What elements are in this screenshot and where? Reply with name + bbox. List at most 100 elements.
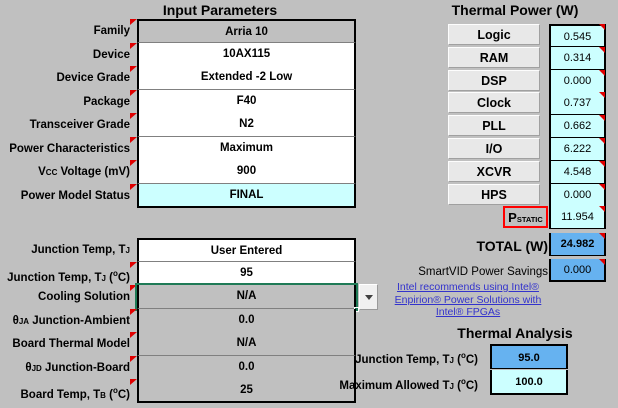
thermal-power-button[interactable]: PLL (448, 115, 540, 137)
input-row: Transceiver Grade N2 (0, 113, 360, 137)
thermal-power-button[interactable]: HPS (448, 183, 540, 205)
comment-marker-icon (130, 355, 137, 362)
comment-marker-icon (130, 160, 137, 166)
smartvid-label: SmartVID Power Savings (418, 266, 548, 278)
input-row-label: Family (93, 25, 130, 37)
page-title-thermal-analysis: Thermal Analysis (457, 325, 573, 341)
input-row-value[interactable]: 0.0 (137, 355, 356, 380)
comment-marker-icon (599, 206, 605, 212)
input-row: VCC Voltage (mV) 900 (0, 160, 360, 184)
input-row: Power Model Status FINAL (0, 183, 360, 208)
thermal-power-button[interactable]: Clock (448, 92, 540, 114)
thermal-analysis-value[interactable]: 100.0 (490, 370, 568, 395)
input-row-label: Power Model Status (20, 189, 130, 202)
total-label: TOTAL (W) (476, 238, 548, 254)
comment-marker-icon (130, 183, 137, 190)
comment-marker-icon (599, 183, 605, 190)
comment-marker-icon (130, 308, 137, 315)
input-row-value[interactable]: FINAL (137, 183, 356, 208)
input-row-value[interactable]: F40 (137, 89, 356, 114)
pstatic-value[interactable]: 11.954 (549, 206, 606, 229)
comment-marker-icon (130, 19, 137, 25)
thermal-power-value[interactable]: 0.000 (549, 69, 606, 93)
input-row-value[interactable]: 25 (137, 379, 356, 403)
comment-marker-icon (130, 42, 137, 49)
input-row: Power Characteristics Maximum (0, 136, 360, 161)
input-row-label: Cooling Solution (38, 291, 130, 303)
comment-marker-icon (599, 138, 605, 144)
thermal-power-button[interactable]: I/O (448, 138, 540, 159)
thermal-analysis-label: Maximum Allowed TJ (oC) (339, 377, 478, 392)
input-row: Device 10AX115 (0, 42, 360, 67)
input-row-label: Device Grade (56, 72, 130, 84)
thermal-power-value[interactable]: 0.662 (549, 115, 606, 139)
comment-marker-icon (599, 92, 605, 99)
comment-marker-icon (599, 69, 605, 76)
input-row-value[interactable]: 0.0 (137, 308, 356, 333)
input-row-label: θJD Junction-Board (25, 361, 130, 374)
enpirion-power-solutions-link[interactable]: Intel recommends using Intel® Enpirion® … (372, 281, 564, 319)
pstatic-label: PSTATIC (503, 206, 548, 228)
input-row: Junction Temp, TJ (oC) 95 (0, 261, 360, 286)
input-row-value[interactable]: Maximum (137, 136, 356, 161)
input-row-value[interactable]: 10AX115 (137, 42, 356, 67)
link-line-3: Intel® FPGAs (435, 306, 501, 318)
thermal-power-value[interactable]: 4.548 (549, 160, 606, 184)
input-row-label: Power Characteristics (9, 142, 130, 155)
input-row-value[interactable]: N2 (137, 113, 356, 137)
input-row-label: Transceiver Grade (29, 119, 130, 131)
comment-marker-icon (130, 379, 137, 385)
input-row-label: Board Thermal Model (12, 338, 130, 350)
comment-marker-icon (599, 46, 605, 53)
thermal-analysis-label: Junction Temp, TJ (oC) (355, 351, 478, 366)
total-value[interactable]: 24.982 (549, 233, 606, 256)
input-row: Package F40 (0, 89, 360, 114)
thermal-analysis-row: Junction Temp, TJ (oC) 95.0 (0, 344, 618, 369)
thermal-power-value[interactable]: 0.737 (549, 92, 606, 116)
thermal-power-value[interactable]: 0.545 (549, 24, 606, 47)
page-title-input-parameters: Input Parameters (162, 2, 278, 18)
cooling-solution-value[interactable]: N/A (137, 285, 356, 309)
smartvid-value[interactable]: 0.000 (549, 259, 606, 282)
comment-marker-icon (130, 261, 137, 268)
thermal-power-value[interactable]: 6.222 (549, 138, 606, 161)
input-row-label: Junction Temp, TJ (oC) (7, 268, 130, 284)
page-title-thermal-power: Thermal Power (W) (451, 2, 579, 18)
input-row-value[interactable]: User Entered (137, 238, 356, 262)
input-row: Junction Temp, TJ User Entered (0, 238, 360, 262)
thermal-power-value[interactable]: 0.314 (549, 46, 606, 70)
comment-marker-icon (599, 160, 605, 167)
input-row-label: Board Temp, TB (oC) (20, 386, 131, 401)
input-row: Family Arria 10 (0, 19, 360, 43)
input-row-value[interactable]: Arria 10 (137, 19, 356, 43)
comment-marker-icon (130, 136, 137, 143)
input-row: θJA Junction-Ambient 0.0 (0, 308, 360, 333)
comment-marker-icon (599, 115, 605, 122)
comment-marker-icon (130, 285, 137, 291)
thermal-analysis-row: Maximum Allowed TJ (oC) 100.0 (0, 370, 618, 395)
thermal-power-button[interactable]: RAM (448, 46, 540, 68)
input-row-label: VCC Voltage (mV) (38, 166, 130, 178)
input-row-label: Device (92, 48, 130, 61)
comment-marker-icon (130, 113, 137, 119)
pstatic-subscript: STATIC (516, 215, 543, 224)
link-line-1: Intel recommends using Intel® (397, 281, 539, 293)
input-row: Device Grade Extended -2 Low (0, 66, 360, 90)
thermal-power-button[interactable]: XCVR (448, 160, 540, 182)
thermal-power-value[interactable]: 0.000 (549, 183, 606, 207)
input-row-value[interactable]: 900 (137, 160, 356, 184)
input-row-value[interactable]: 95 (137, 261, 356, 286)
input-row: Board Temp, TB (oC) 25 (0, 379, 360, 403)
comment-marker-icon (130, 89, 137, 96)
chevron-down-icon (365, 295, 373, 300)
thermal-power-button[interactable]: Logic (448, 24, 540, 45)
comment-marker-icon (599, 259, 605, 265)
input-row: θJD Junction-Board 0.0 (0, 355, 360, 380)
comment-marker-icon (599, 233, 605, 239)
input-row-value[interactable]: Extended -2 Low (137, 66, 356, 90)
input-row-label: Junction Temp, TJ (31, 244, 130, 256)
cooling-solution-dropdown[interactable] (359, 284, 378, 310)
thermal-power-button[interactable]: DSP (448, 69, 540, 91)
thermal-analysis-value[interactable]: 95.0 (490, 344, 568, 369)
comment-marker-icon (130, 66, 137, 72)
